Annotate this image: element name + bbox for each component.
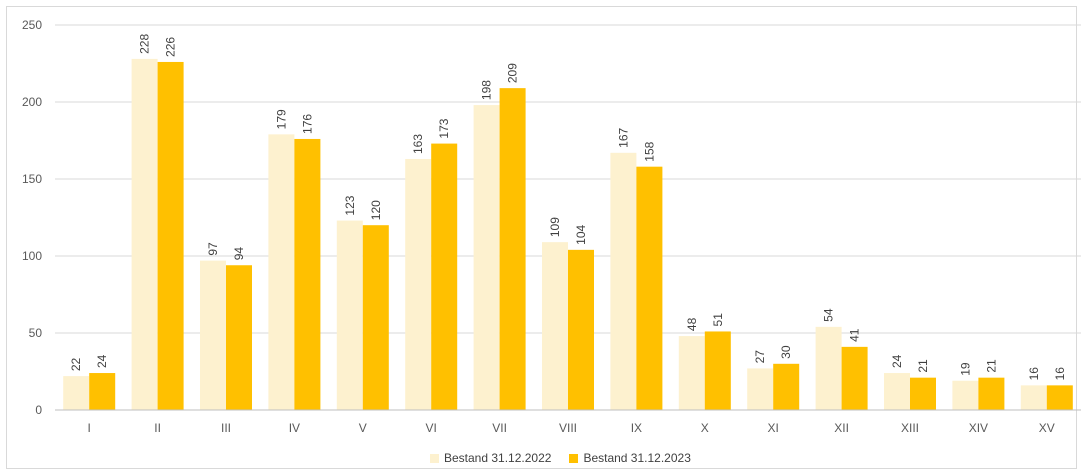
bar — [678, 336, 705, 410]
data-label: 179 — [274, 109, 288, 129]
bar — [431, 143, 458, 410]
y-tick-label: 100 — [22, 249, 42, 263]
data-label: 21 — [984, 359, 998, 373]
bar — [773, 363, 800, 410]
x-tick-label: X — [701, 421, 709, 435]
bar — [336, 220, 363, 410]
data-label: 16 — [1053, 367, 1067, 381]
bar — [473, 105, 500, 410]
bar — [636, 166, 663, 410]
x-tick-label: XV — [1039, 421, 1055, 435]
bar — [89, 373, 116, 410]
legend-label-2023: Bestand 31.12.2023 — [583, 451, 691, 465]
data-label: 51 — [711, 313, 725, 327]
x-tick-label: IV — [289, 421, 300, 435]
bar — [747, 368, 774, 410]
data-label: 16 — [1027, 367, 1041, 381]
bar — [63, 376, 90, 410]
bar — [568, 249, 594, 410]
bar — [952, 380, 979, 410]
legend-item-2022: Bestand 31.12.2022 — [430, 451, 551, 465]
legend-swatch-2023 — [569, 453, 579, 463]
data-label: 54 — [822, 308, 836, 322]
x-tick-label: XIV — [969, 421, 988, 435]
data-label: 209 — [506, 63, 520, 83]
bar — [268, 134, 295, 410]
bar — [910, 377, 936, 410]
bar — [294, 138, 321, 410]
data-label: 167 — [616, 127, 630, 147]
x-tick-label: XIII — [901, 421, 919, 435]
bar — [978, 377, 1005, 410]
bar — [200, 260, 226, 410]
x-tick-label: VIII — [559, 421, 577, 435]
y-tick-label: 250 — [22, 18, 42, 32]
data-label: 24 — [95, 354, 109, 368]
data-label: 173 — [437, 118, 451, 138]
bar — [704, 331, 731, 410]
bar — [226, 265, 252, 410]
legend-label-2022: Bestand 31.12.2022 — [444, 451, 552, 465]
legend-swatch-2022 — [430, 453, 439, 463]
x-tick-label: XI — [768, 421, 779, 435]
data-label: 109 — [548, 217, 562, 237]
bar — [1046, 385, 1073, 410]
legend-item-2023: Bestand 31.12.2023 — [569, 451, 691, 465]
data-label: 94 — [232, 247, 246, 261]
data-label: 198 — [480, 80, 494, 100]
data-label: 21 — [916, 359, 930, 373]
bar — [1020, 385, 1047, 410]
data-label: 228 — [138, 34, 152, 54]
bar — [610, 152, 637, 410]
bar — [157, 61, 184, 411]
x-tick-label: IX — [631, 421, 642, 435]
data-label: 104 — [574, 224, 588, 244]
bar — [815, 326, 842, 410]
data-label: 176 — [300, 114, 314, 134]
data-label: 226 — [164, 37, 178, 57]
data-label: 24 — [890, 354, 904, 368]
x-tick-label: VI — [426, 421, 437, 435]
y-tick-label: 50 — [29, 326, 43, 340]
x-tick-label: III — [221, 421, 231, 435]
legend: Bestand 31.12.2022 Bestand 31.12.2023 — [430, 451, 691, 465]
data-label: 120 — [369, 200, 383, 220]
data-label: 48 — [685, 317, 699, 331]
data-label: 27 — [753, 350, 767, 364]
bar — [362, 225, 389, 410]
y-tick-label: 0 — [35, 403, 42, 417]
data-label: 19 — [958, 362, 972, 376]
data-label: 97 — [206, 242, 220, 256]
data-label: 41 — [848, 328, 862, 342]
bar — [405, 158, 432, 410]
x-tick-label: VII — [492, 421, 507, 435]
bar — [131, 58, 158, 410]
bar — [841, 346, 868, 410]
y-tick-label: 200 — [22, 95, 42, 109]
data-label: 22 — [69, 357, 83, 371]
data-label: 30 — [779, 345, 793, 359]
data-label: 158 — [642, 141, 656, 161]
data-label: 163 — [411, 134, 425, 154]
x-tick-label: XII — [834, 421, 849, 435]
bar — [884, 373, 910, 410]
x-tick-label: II — [154, 421, 161, 435]
y-tick-label: 150 — [22, 172, 42, 186]
bar — [542, 242, 568, 410]
x-tick-label: V — [359, 421, 367, 435]
x-tick-label: I — [88, 421, 91, 435]
data-label: 123 — [343, 195, 357, 215]
bar — [499, 88, 526, 410]
